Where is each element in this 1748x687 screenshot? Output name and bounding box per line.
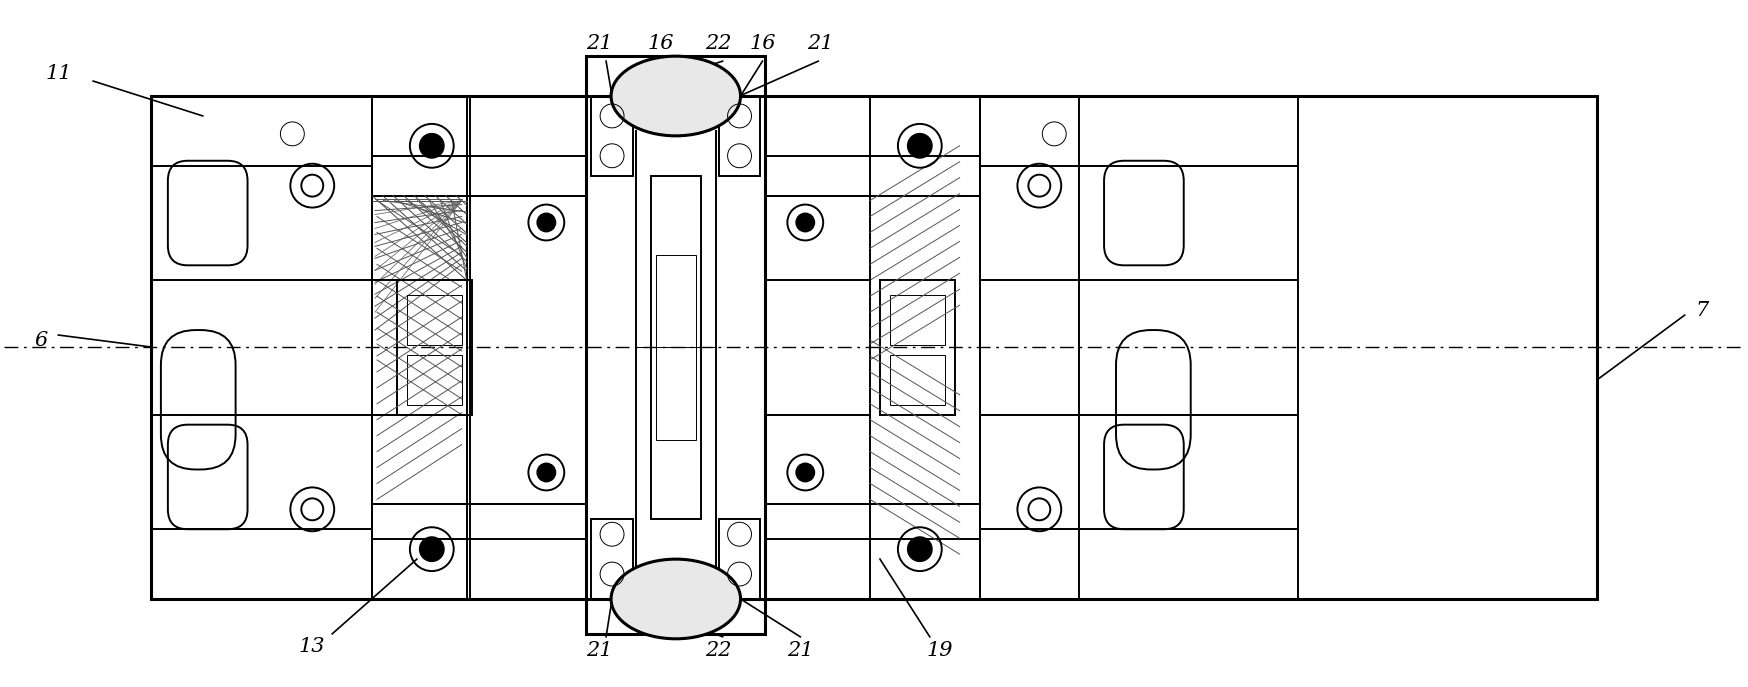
Circle shape (797, 214, 815, 232)
Text: 16: 16 (750, 34, 776, 53)
Bar (766, 504, 979, 599)
Circle shape (907, 134, 932, 158)
Ellipse shape (612, 559, 741, 639)
Text: 7: 7 (1696, 301, 1708, 319)
Circle shape (537, 214, 556, 232)
Bar (372, 504, 586, 599)
Bar (372, 156, 586, 539)
Bar (890, 295, 944, 345)
Bar (979, 96, 1299, 599)
Text: 21: 21 (586, 641, 612, 660)
Bar (718, 519, 760, 599)
Bar (591, 519, 633, 599)
Text: 22: 22 (706, 641, 732, 660)
Text: 22: 22 (706, 34, 732, 53)
Text: 21: 21 (787, 641, 813, 660)
Circle shape (1028, 174, 1051, 196)
Bar (407, 295, 461, 345)
Bar (656, 256, 696, 440)
Text: 6: 6 (35, 330, 47, 350)
Text: 11: 11 (45, 64, 72, 82)
Text: 13: 13 (299, 638, 325, 656)
Text: 21: 21 (586, 34, 612, 53)
Ellipse shape (612, 56, 741, 136)
Bar (397, 280, 472, 415)
Bar (586, 56, 766, 634)
Text: 19: 19 (926, 641, 953, 660)
Text: 16: 16 (647, 34, 675, 53)
Bar (879, 280, 954, 415)
Bar (372, 96, 586, 196)
Circle shape (301, 174, 323, 196)
Bar (766, 156, 979, 539)
Bar (718, 96, 760, 176)
Circle shape (301, 498, 323, 520)
Circle shape (797, 464, 815, 482)
Circle shape (420, 537, 444, 561)
Circle shape (420, 134, 444, 158)
Bar (150, 96, 470, 599)
Bar (890, 355, 944, 405)
Bar (150, 96, 1598, 599)
Circle shape (907, 537, 932, 561)
Bar (766, 96, 979, 196)
Bar (407, 355, 461, 405)
Bar (650, 176, 701, 519)
Circle shape (1028, 498, 1051, 520)
Bar (591, 96, 633, 176)
Circle shape (537, 464, 556, 482)
Text: 21: 21 (808, 34, 834, 53)
